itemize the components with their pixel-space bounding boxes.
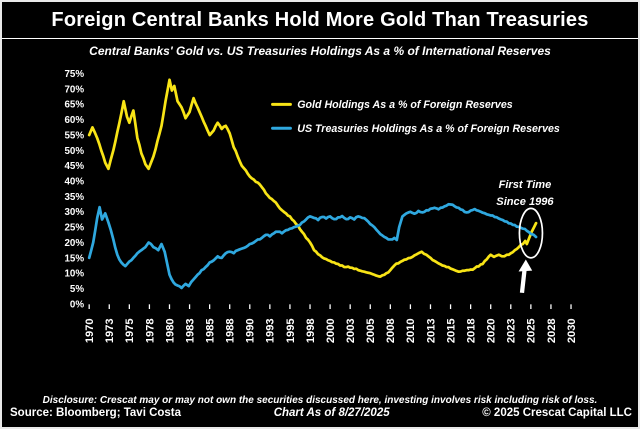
footer-row: Source: Bloomberg; Tavi Costa Chart As o… — [10, 407, 632, 419]
chart-title: Foreign Central Banks Hold More Gold Tha… — [51, 9, 589, 31]
x-tick-label: 2015 — [445, 318, 457, 343]
x-tick-label: 2010 — [405, 318, 417, 343]
x-tick-label: 2030 — [566, 318, 578, 343]
y-tick-label: 45% — [64, 161, 84, 172]
y-tick-label: 0% — [70, 299, 84, 310]
y-tick-label: 60% — [64, 115, 84, 126]
x-tick-label: 2023 — [506, 318, 518, 343]
as-of-text: Chart As of 8/27/2025 — [273, 407, 390, 419]
y-tick-label: 25% — [64, 223, 84, 234]
x-tick-label: 2005 — [365, 318, 377, 343]
y-tick-label: 5% — [70, 284, 84, 295]
legend-gold-label: Gold Holdings As a % of Foreign Reserves — [297, 99, 512, 111]
x-tick-label: 1975 — [124, 318, 136, 343]
x-tick-label: 1978 — [144, 318, 156, 343]
y-tick-label: 75% — [64, 69, 84, 80]
y-axis: 75% 70% 65% 60% 55% 50% 45% 40% 35% 30% 25% 20% 15% 1… — [64, 69, 84, 310]
x-tick-label: 2018 — [465, 318, 477, 343]
y-tick-label: 15% — [64, 253, 84, 264]
x-tick-label: 2000 — [325, 318, 337, 343]
y-tick-label: 70% — [64, 84, 84, 95]
y-tick-label: 65% — [64, 100, 84, 111]
x-tick-label: 2020 — [486, 318, 498, 343]
highlight-ellipse — [518, 207, 544, 259]
x-tick-label: 1990 — [245, 318, 257, 343]
x-tick-label: 1980 — [164, 318, 176, 343]
annotation-first-time-since-1996: First Time Since 1996 — [496, 179, 554, 294]
title-divider — [2, 38, 638, 39]
x-tick-label: 2003 — [345, 318, 357, 343]
x-tick-label: 1973 — [104, 318, 116, 343]
x-tick-label: 1988 — [225, 318, 237, 343]
y-tick-label: 20% — [64, 238, 84, 249]
x-tick-label: 1983 — [184, 318, 196, 343]
series-line-gold — [87, 78, 538, 278]
legend-treasuries-label: US Treasuries Holdings As a % of Foreign… — [297, 123, 560, 135]
y-tick-label: 35% — [64, 192, 84, 203]
x-tick-label: 1993 — [265, 318, 277, 343]
x-tick-label: 2025 — [526, 318, 538, 343]
legend: Gold Holdings As a % of Foreign Reserves… — [271, 99, 560, 135]
x-tick-label: 2013 — [425, 318, 437, 343]
series-line-treasuries — [87, 202, 538, 290]
x-tick-label: 1970 — [84, 318, 96, 343]
y-tick-label: 10% — [64, 269, 84, 280]
up-arrow-icon — [518, 259, 533, 294]
y-tick-label: 50% — [64, 146, 84, 157]
plot-area: 75% 70% 65% 60% 55% 50% 45% 40% 35% 30% 25% 20% 15% 1… — [64, 69, 578, 343]
annotation-line-1: First Time — [499, 179, 552, 191]
y-tick-label: 55% — [64, 130, 84, 141]
y-tick-label: 30% — [64, 207, 84, 218]
x-axis: 1970 1973 1975 1978 1980 1983 1985 1988 1990 1993… — [84, 304, 578, 343]
x-tick-label: 2008 — [385, 318, 397, 343]
annotation-line-2: Since 1996 — [496, 196, 554, 208]
x-tick-label: 1995 — [285, 318, 297, 343]
disclosure-text: Disclosure: Crescat may or may not own t… — [42, 395, 598, 406]
x-tick-label: 1985 — [204, 318, 216, 343]
copyright-text: © 2025 Crescat Capital LLC — [482, 407, 632, 419]
x-tick-label: 1998 — [305, 318, 317, 343]
x-tick-label: 2028 — [546, 318, 558, 343]
chart-subtitle: Central Banks' Gold vs. US Treasuries Ho… — [89, 44, 551, 58]
y-tick-label: 40% — [64, 177, 84, 188]
data-series — [87, 78, 538, 290]
source-text: Source: Bloomberg; Tavi Costa — [10, 407, 182, 419]
